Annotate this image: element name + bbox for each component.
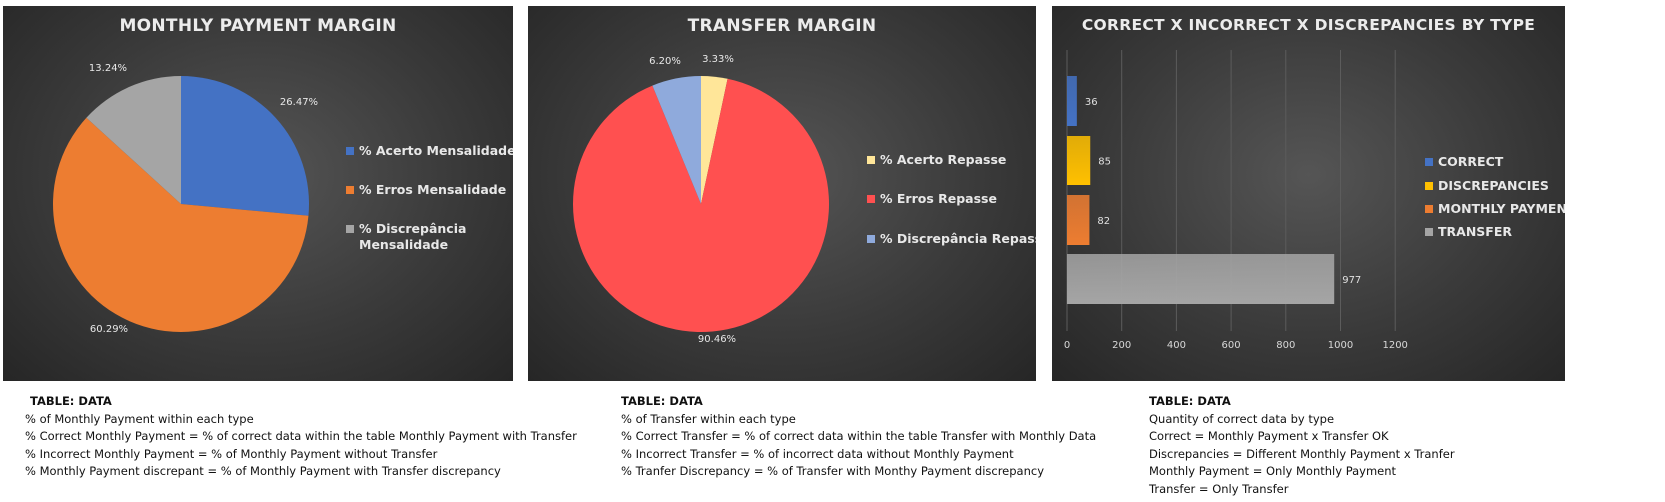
note-title: TABLE: DATA bbox=[621, 394, 703, 408]
legend-label: % Discrepância Repasse bbox=[880, 231, 1036, 246]
legend-item-transfer: TRANSFER bbox=[1425, 224, 1512, 240]
bar-value-label: 82 bbox=[1097, 216, 1110, 227]
legend-swatch bbox=[1425, 158, 1433, 166]
legend-label: % Acerto Repasse bbox=[880, 152, 1007, 167]
legend-item-discrepancia-repasse: % Discrepância Repasse bbox=[867, 231, 1036, 247]
monthly-payment-pie-chart: 26.47% 60.29% 13.24% bbox=[52, 63, 318, 335]
data-label-discrep-ncia-repasse: 6.20% bbox=[649, 56, 681, 67]
data-label-acerto-mensalidade: 26.47% bbox=[280, 97, 318, 108]
note-line: Transfer = Only Transfer bbox=[1149, 481, 1289, 496]
note-line: Correct = Monthly Payment x Transfer OK bbox=[1149, 429, 1389, 444]
note-line: Monthly Payment = Only Monthly Payment bbox=[1149, 464, 1397, 479]
legend-item-correct: CORRECT bbox=[1425, 154, 1503, 170]
legend-label: % Erros Repasse bbox=[880, 191, 997, 206]
discrepancies-bar-chart: 0 200 400 600 800 1000 1200 36 85 82 977 bbox=[1064, 50, 1408, 351]
legend-swatch bbox=[1425, 182, 1433, 190]
x-tick-label: 200 bbox=[1112, 340, 1131, 351]
x-tick-label: 1000 bbox=[1328, 340, 1353, 351]
chart-title: CORRECT X INCORRECT X DISCREPANCIES BY T… bbox=[1081, 16, 1536, 34]
note-by-type: TABLE: DATA Quantity of correct data by … bbox=[1149, 393, 1455, 499]
bar-value-label: 85 bbox=[1098, 157, 1111, 168]
note-line: % Monthly Payment discrepant = % of Mont… bbox=[25, 464, 501, 479]
x-tick-label: 0 bbox=[1064, 340, 1070, 351]
legend-label: DISCREPANCIES bbox=[1438, 178, 1549, 193]
legend-label: % Erros Mensalidade bbox=[359, 182, 507, 197]
legend-item-discrepancies: DISCREPANCIES bbox=[1425, 178, 1549, 194]
legend-label: % Acerto Mensalidade bbox=[359, 143, 513, 158]
note-monthly-payment: TABLE: DATA % of Monthly Payment within … bbox=[25, 393, 577, 481]
legend-item-monthly-payment: MONTHLY PAYMENT bbox=[1425, 201, 1565, 217]
x-tick-label: 400 bbox=[1167, 340, 1186, 351]
legend-swatch bbox=[1425, 205, 1433, 213]
pie-slice-discrep-ncia-mensalidade bbox=[86, 76, 181, 204]
discrepancies-by-type-panel: CORRECT X INCORRECT X DISCREPANCIES BY T… bbox=[1052, 6, 1565, 381]
legend-swatch bbox=[867, 156, 875, 164]
data-label-erros-mensalidade: 60.29% bbox=[90, 324, 128, 335]
bar-value-label: 36 bbox=[1085, 97, 1098, 108]
pie-slice-discrep-ncia-repasse bbox=[652, 76, 701, 204]
transfer-margin-panel: TRANSFER MARGIN 3.33% 90.46% 6.20% % Acert… bbox=[528, 6, 1036, 381]
legend-label: % Discrepância Mensalidade bbox=[359, 221, 467, 252]
transfer-pie-chart: 3.33% 90.46% 6.20% bbox=[573, 54, 829, 345]
legend-item-acerto-repasse: % Acerto Repasse bbox=[867, 152, 1006, 168]
legend-swatch bbox=[346, 225, 354, 233]
chart-title: TRANSFER MARGIN bbox=[687, 16, 877, 36]
x-tick-label: 1200 bbox=[1382, 340, 1407, 351]
x-tick-label: 600 bbox=[1222, 340, 1241, 351]
pie-slice-acerto-mensalidade bbox=[181, 76, 309, 216]
pie-slice-erros-mensalidade bbox=[52, 117, 309, 333]
legend-swatch bbox=[346, 186, 354, 194]
legend-label: TRANSFER bbox=[1438, 224, 1512, 239]
note-line: % of Transfer within each type bbox=[621, 411, 796, 426]
bar-monthly-payment bbox=[1067, 195, 1090, 245]
note-line: % Correct Transfer = % of correct data w… bbox=[621, 429, 1097, 444]
note-line: Quantity of correct data by type bbox=[1149, 411, 1335, 426]
legend-swatch bbox=[1425, 228, 1433, 236]
bar-correct bbox=[1067, 76, 1077, 126]
legend-item-discrepancia-mensalidade: % Discrepância Mensalidade bbox=[346, 221, 469, 253]
chart-title: MONTHLY PAYMENT MARGIN bbox=[119, 16, 397, 36]
note-title: TABLE: DATA bbox=[30, 394, 112, 408]
legend-label: MONTHLY PAYMENT bbox=[1438, 201, 1565, 216]
pie-slice-acerto-repasse bbox=[701, 76, 728, 204]
data-label-discrep-ncia-mensalidade: 13.24% bbox=[89, 63, 127, 74]
legend-swatch bbox=[867, 235, 875, 243]
legend-item-erros-repasse: % Erros Repasse bbox=[867, 191, 997, 207]
note-title: TABLE: DATA bbox=[1149, 394, 1231, 408]
monthly-payment-margin-panel: MONTHLY PAYMENT MARGIN 26.47% 60.29% 13.24… bbox=[3, 6, 513, 381]
bar-value-label: 977 bbox=[1342, 275, 1361, 286]
legend-label: CORRECT bbox=[1438, 154, 1504, 169]
bar-discrepancies bbox=[1067, 136, 1091, 185]
pie-slice-erros-repasse bbox=[573, 78, 829, 333]
data-label-acerto-repasse: 3.33% bbox=[702, 54, 734, 65]
note-line: % Incorrect Monthly Payment = % of Month… bbox=[25, 446, 438, 461]
note-line: % Tranfer Discrepancy = % of Transfer wi… bbox=[621, 464, 1045, 479]
legend-item-acerto-mensalidade: % Acerto Mensalidade bbox=[346, 143, 513, 159]
x-tick-label: 800 bbox=[1276, 340, 1295, 351]
legend-item-erros-mensalidade: % Erros Mensalidade bbox=[346, 182, 506, 198]
note-transfer: TABLE: DATA % of Transfer within each ty… bbox=[621, 393, 1096, 481]
note-line: % of Monthly Payment within each type bbox=[25, 411, 254, 426]
legend-swatch bbox=[867, 195, 875, 203]
data-label-erros-repasse: 90.46% bbox=[698, 334, 736, 345]
bar-transfer bbox=[1067, 254, 1335, 304]
note-line: Discrepancies = Different Monthly Paymen… bbox=[1149, 446, 1455, 461]
note-line: % Incorrect Transfer = % of incorrect da… bbox=[621, 446, 1014, 461]
legend-swatch bbox=[346, 147, 354, 155]
note-line: % Correct Monthly Payment = % of correct… bbox=[25, 429, 577, 444]
